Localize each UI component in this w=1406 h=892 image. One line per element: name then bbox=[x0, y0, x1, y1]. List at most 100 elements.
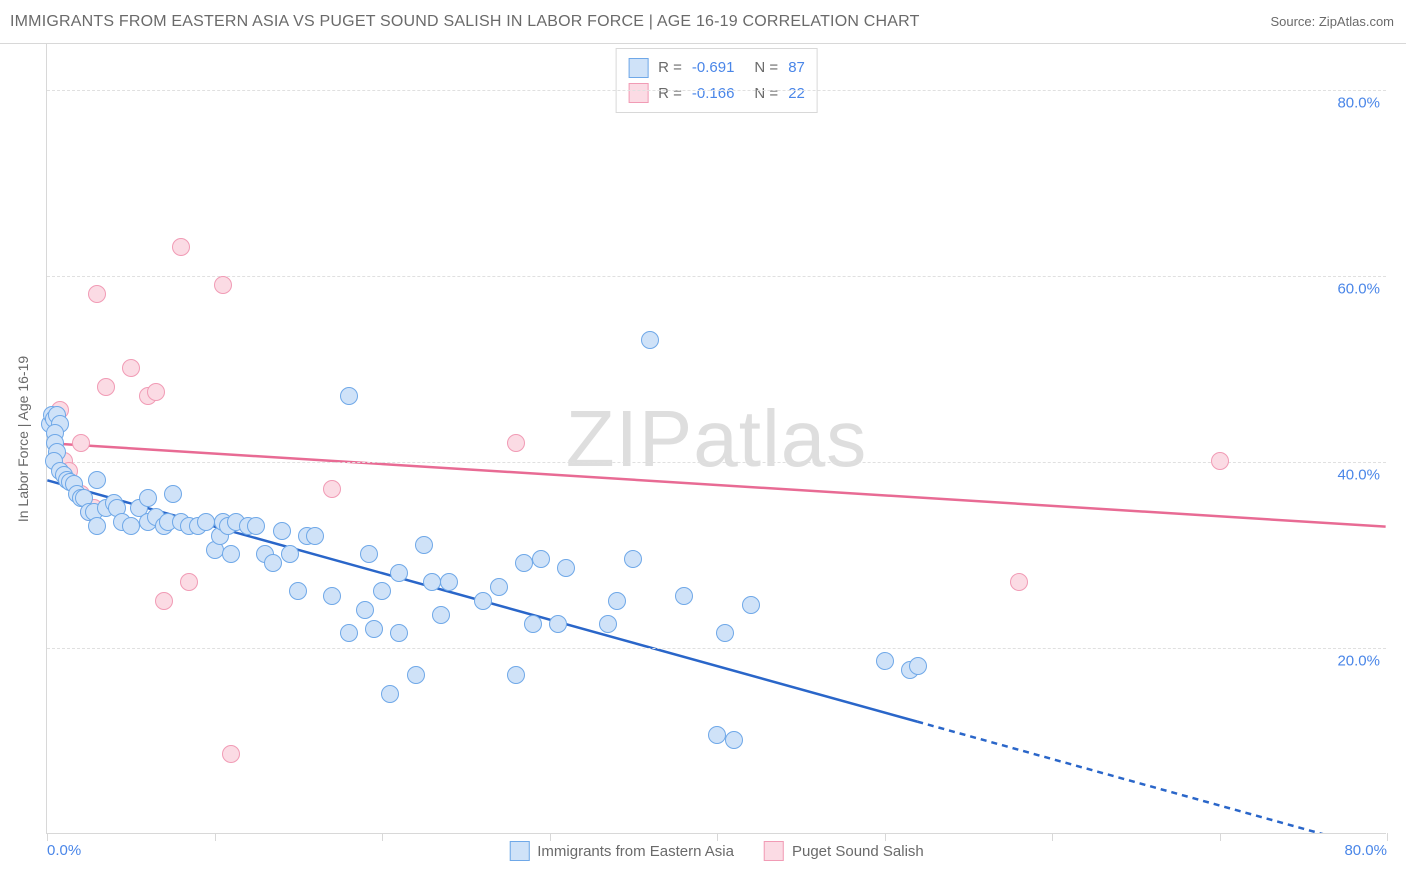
scatter-point bbox=[507, 434, 525, 452]
stats-row: R = -0.166 N = 22 bbox=[628, 81, 805, 107]
scatter-point bbox=[356, 601, 374, 619]
scatter-point bbox=[88, 471, 106, 489]
scatter-point bbox=[708, 726, 726, 744]
scatter-point bbox=[340, 387, 358, 405]
scatter-point bbox=[474, 592, 492, 610]
scatter-point bbox=[340, 624, 358, 642]
legend-item: Immigrants from Eastern Asia bbox=[509, 841, 734, 861]
stat-n-value: 87 bbox=[788, 55, 805, 81]
y-tick-label: 40.0% bbox=[1337, 467, 1380, 484]
source-label: Source: ZipAtlas.com bbox=[1270, 14, 1394, 29]
gridline-h bbox=[47, 90, 1386, 91]
trend-line bbox=[917, 722, 1352, 833]
scatter-point bbox=[876, 652, 894, 670]
y-tick-label: 20.0% bbox=[1337, 653, 1380, 670]
y-axis-label: In Labor Force | Age 16-19 bbox=[15, 355, 31, 521]
legend-swatch bbox=[764, 841, 784, 861]
legend-label: Immigrants from Eastern Asia bbox=[537, 843, 734, 860]
scatter-point bbox=[624, 550, 642, 568]
scatter-point bbox=[72, 434, 90, 452]
scatter-point bbox=[122, 359, 140, 377]
scatter-point bbox=[675, 587, 693, 605]
scatter-point bbox=[197, 513, 215, 531]
scatter-point bbox=[415, 536, 433, 554]
trend-line bbox=[47, 443, 1385, 527]
scatter-point bbox=[490, 578, 508, 596]
scatter-point bbox=[180, 573, 198, 591]
bottom-legend: Immigrants from Eastern Asia Puget Sound … bbox=[509, 841, 924, 861]
scatter-point bbox=[214, 276, 232, 294]
scatter-point bbox=[289, 582, 307, 600]
scatter-point bbox=[909, 657, 927, 675]
scatter-point bbox=[381, 685, 399, 703]
scatter-point bbox=[373, 582, 391, 600]
scatter-point bbox=[88, 517, 106, 535]
scatter-point bbox=[164, 485, 182, 503]
scatter-point bbox=[532, 550, 550, 568]
legend-label: Puget Sound Salish bbox=[792, 843, 924, 860]
x-tick-label: 0.0% bbox=[47, 842, 81, 859]
scatter-point bbox=[742, 596, 760, 614]
x-tick bbox=[717, 833, 718, 841]
chart-title: IMMIGRANTS FROM EASTERN ASIA VS PUGET SO… bbox=[10, 13, 920, 31]
scatter-point bbox=[147, 383, 165, 401]
stat-r-value: -0.691 bbox=[692, 55, 735, 81]
scatter-point bbox=[608, 592, 626, 610]
scatter-point bbox=[390, 564, 408, 582]
scatter-point bbox=[323, 480, 341, 498]
stat-r-value: -0.166 bbox=[692, 81, 735, 107]
scatter-point bbox=[557, 559, 575, 577]
scatter-point bbox=[549, 615, 567, 633]
scatter-point bbox=[273, 522, 291, 540]
scatter-point bbox=[716, 624, 734, 642]
scatter-point bbox=[360, 545, 378, 563]
x-tick bbox=[550, 833, 551, 841]
scatter-point bbox=[281, 545, 299, 563]
x-tick-label: 80.0% bbox=[1344, 842, 1387, 859]
stat-n-value: 22 bbox=[788, 81, 805, 107]
scatter-point bbox=[155, 592, 173, 610]
x-tick bbox=[1220, 833, 1221, 841]
legend-swatch bbox=[628, 58, 648, 78]
scatter-point bbox=[139, 489, 157, 507]
scatter-point bbox=[1010, 573, 1028, 591]
stat-n-label: N = bbox=[754, 81, 778, 107]
gridline-h bbox=[47, 648, 1386, 649]
scatter-point bbox=[97, 378, 115, 396]
scatter-point bbox=[264, 554, 282, 572]
stat-r-label: R = bbox=[658, 81, 682, 107]
scatter-point bbox=[222, 745, 240, 763]
y-tick-label: 80.0% bbox=[1337, 95, 1380, 112]
scatter-point bbox=[122, 517, 140, 535]
legend-item: Puget Sound Salish bbox=[764, 841, 924, 861]
x-tick bbox=[382, 833, 383, 841]
stat-n-label: N = bbox=[754, 55, 778, 81]
plot-area: In Labor Force | Age 16-19 ZIPatlas R = … bbox=[46, 44, 1386, 834]
watermark-light: atlas bbox=[693, 394, 867, 483]
x-tick bbox=[47, 833, 48, 841]
scatter-point bbox=[323, 587, 341, 605]
scatter-point bbox=[247, 517, 265, 535]
scatter-point bbox=[599, 615, 617, 633]
scatter-point bbox=[432, 606, 450, 624]
gridline-h bbox=[47, 276, 1386, 277]
scatter-point bbox=[306, 527, 324, 545]
stats-row: R = -0.691N = 87 bbox=[628, 55, 805, 81]
scatter-point bbox=[88, 285, 106, 303]
scatter-point bbox=[423, 573, 441, 591]
x-tick bbox=[1387, 833, 1388, 841]
scatter-point bbox=[725, 731, 743, 749]
scatter-point bbox=[1211, 452, 1229, 470]
gridline-h bbox=[47, 462, 1386, 463]
scatter-point bbox=[365, 620, 383, 638]
scatter-point bbox=[515, 554, 533, 572]
watermark-bold: ZIP bbox=[566, 394, 693, 483]
scatter-point bbox=[407, 666, 425, 684]
legend-swatch bbox=[509, 841, 529, 861]
x-tick bbox=[215, 833, 216, 841]
x-tick bbox=[885, 833, 886, 841]
scatter-point bbox=[222, 545, 240, 563]
chart-header: IMMIGRANTS FROM EASTERN ASIA VS PUGET SO… bbox=[0, 0, 1406, 44]
legend-swatch bbox=[628, 83, 648, 103]
trend-lines-layer bbox=[47, 44, 1386, 833]
